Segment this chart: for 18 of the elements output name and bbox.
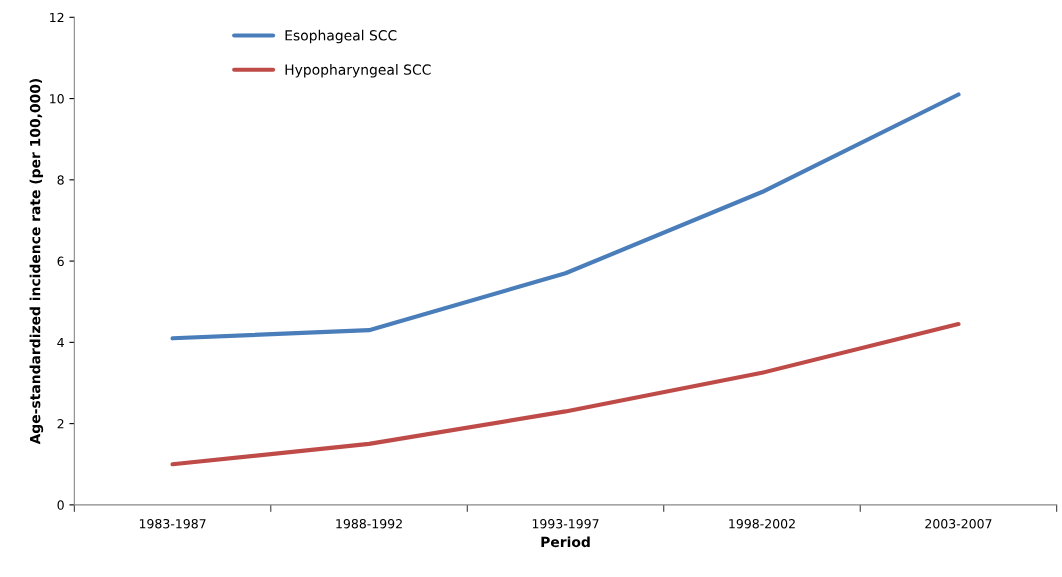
line-series bbox=[170, 321, 961, 467]
y-tick-label: 0 bbox=[57, 500, 64, 510]
x-tick-label: 2003-2007 bbox=[925, 518, 992, 529]
x-tick-label: 1988-1992 bbox=[336, 518, 402, 529]
y-tick-label: 2 bbox=[57, 419, 64, 429]
legend-label: Hypopharyngeal SCC bbox=[285, 64, 431, 78]
y-tick-label: 4 bbox=[57, 337, 64, 348]
x-tick-label: 1993-1997 bbox=[532, 518, 599, 529]
y-tick-label: 6 bbox=[57, 256, 64, 267]
y-tick-label: 12 bbox=[50, 12, 64, 23]
x-axis-title: Period bbox=[541, 536, 590, 548]
y-tick-label: 8 bbox=[57, 175, 64, 185]
x-tick-label: 1983-1987 bbox=[139, 518, 206, 529]
y-axis-title: Age-standardized incidence rate (per 100,000) bbox=[29, 78, 44, 445]
line-series bbox=[170, 92, 961, 341]
x-tick-label: 1998-2002 bbox=[729, 518, 795, 529]
legend-label: Esophageal SCC bbox=[285, 29, 397, 44]
y-tick-label: 10 bbox=[50, 94, 64, 104]
